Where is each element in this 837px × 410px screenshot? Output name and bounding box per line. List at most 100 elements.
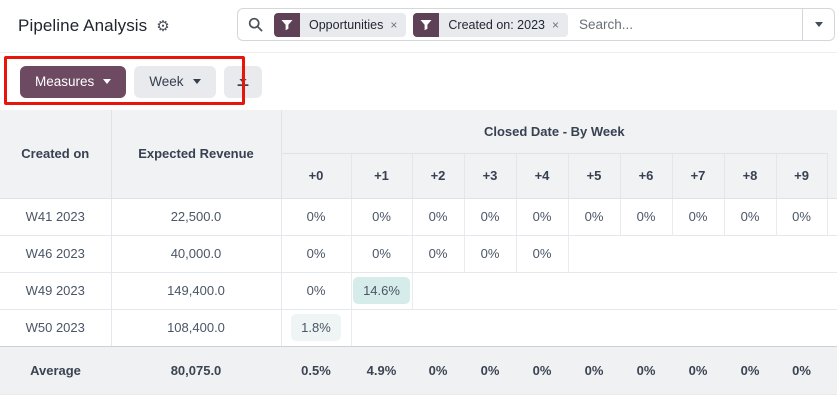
cohort-cell-empty — [672, 309, 724, 347]
cohort-cell-highlighted[interactable]: 14.6% — [351, 272, 413, 310]
row-label: W46 2023 — [0, 235, 112, 273]
offset-header: +3 — [464, 153, 517, 199]
table-row-w49-2023: W49 2023 149,400.0 0% 14.6% — [0, 272, 837, 310]
remove-facet-icon[interactable]: × — [551, 17, 559, 32]
cohort-cell[interactable]: 0% — [351, 198, 413, 236]
cohort-cell[interactable]: 0% — [412, 198, 465, 236]
offset-header: +4 — [516, 153, 569, 199]
average-label: Average — [0, 346, 111, 395]
cohort-cell-empty — [464, 309, 516, 347]
expected-revenue-cell: 22,500.0 — [111, 198, 282, 236]
cohort-cell[interactable]: 0% — [281, 235, 352, 273]
cohort-cell[interactable]: 0% — [281, 272, 352, 310]
table-row-w41-2023: W41 2023 22,500.0 0% 0% 0% 0% 0% 0% 0% 0… — [0, 198, 837, 236]
offset-header: +2 — [412, 153, 465, 199]
search-facet-opportunities[interactable]: Opportunities × — [274, 12, 407, 37]
cohort-cell-empty — [724, 272, 776, 310]
cohort-cell-empty — [620, 309, 672, 347]
expected-revenue-cell: 149,400.0 — [111, 272, 282, 310]
cohort-cell-empty — [776, 272, 828, 310]
table-row-w50-2023: W50 2023 108,400.0 1.8% — [0, 309, 837, 347]
cohort-cell-empty — [776, 235, 828, 273]
cohort-cell-empty — [672, 235, 724, 273]
average-cell: 0% — [412, 346, 464, 395]
control-panel-toolbar: Measures Week — [0, 53, 837, 110]
cohort-cell-empty — [724, 309, 776, 347]
cohort-cell-empty — [412, 309, 464, 347]
cohort-cell-empty — [620, 272, 672, 310]
row-spacer — [827, 309, 837, 347]
average-cell: 4.9% — [351, 346, 412, 395]
filter-icon — [274, 12, 300, 37]
row-spacer — [827, 235, 837, 273]
cohort-cell[interactable]: 0% — [776, 198, 828, 236]
cohort-cell-empty — [776, 309, 828, 347]
page-title: Pipeline Analysis — [18, 16, 148, 35]
search-icon — [248, 17, 263, 32]
column-group-header: Closed Date - By Week — [281, 110, 828, 154]
cohort-cell[interactable]: 0% — [568, 198, 621, 236]
chevron-down-icon — [192, 79, 201, 84]
header-spacer — [827, 110, 837, 199]
cohort-cell[interactable]: 0% — [620, 198, 673, 236]
average-cell: 0% — [516, 346, 568, 395]
search-input[interactable]: Search... — [579, 17, 634, 32]
offset-header: +7 — [672, 153, 725, 199]
average-cell: 0% — [672, 346, 724, 395]
cohort-cell[interactable]: 0% — [412, 235, 465, 273]
cohort-cell[interactable]: 0% — [351, 235, 413, 273]
search-bar[interactable]: Opportunities × Created on: 2023 × Searc… — [237, 8, 835, 41]
offset-header: +1 — [351, 153, 413, 199]
cohort-cell[interactable]: 0% — [464, 198, 517, 236]
search-options-toggle[interactable] — [802, 9, 834, 40]
average-cell: 0% — [724, 346, 776, 395]
download-icon — [236, 73, 250, 90]
download-button[interactable] — [223, 65, 262, 98]
cohort-cell[interactable]: 0% — [672, 198, 725, 236]
cohort-cell[interactable]: 0% — [464, 235, 517, 273]
cohort-cell[interactable]: 0% — [724, 198, 777, 236]
expected-revenue-cell: 108,400.0 — [111, 309, 282, 347]
offset-header: +5 — [568, 153, 621, 199]
cohort-cell-empty — [620, 235, 672, 273]
cohort-cell[interactable]: 0% — [516, 198, 569, 236]
cohort-cell-empty — [351, 309, 412, 347]
average-revenue: 80,075.0 — [111, 346, 281, 395]
measures-button[interactable]: Measures — [20, 65, 127, 98]
cohort-cell-empty — [568, 309, 620, 347]
average-cell: 0.5% — [281, 346, 351, 395]
cohort-cell-empty — [672, 272, 724, 310]
offset-header: +9 — [776, 153, 828, 199]
column-header-expected-revenue: Expected Revenue — [111, 110, 282, 199]
offset-header: +0 — [281, 153, 352, 199]
search-facet-created-on[interactable]: Created on: 2023 × — [413, 12, 568, 37]
row-spacer — [827, 272, 837, 310]
table-row-w46-2023: W46 2023 40,000.0 0% 0% 0% 0% 0% — [0, 235, 837, 273]
control-panel-top: Pipeline Analysis ⚙ Opportunities × — [0, 0, 837, 53]
row-label: W41 2023 — [0, 198, 112, 236]
cohort-cell-empty — [724, 235, 776, 273]
cohort-cell-empty — [568, 272, 620, 310]
cohort-cell[interactable]: 0% — [281, 198, 352, 236]
cohort-cell[interactable]: 0% — [516, 235, 569, 273]
cohort-cell-empty — [516, 272, 568, 310]
offset-header: +6 — [620, 153, 673, 199]
column-header-created-on: Created on — [0, 110, 112, 199]
row-spacer — [827, 198, 837, 236]
average-cell: 0% — [620, 346, 672, 395]
average-cell: 0% — [464, 346, 516, 395]
average-cell: 0% — [776, 346, 828, 395]
offset-header: +8 — [724, 153, 777, 199]
row-label: W50 2023 — [0, 309, 112, 347]
cohort-cell-highlighted[interactable]: 1.8% — [281, 309, 352, 347]
filter-icon — [413, 12, 440, 37]
row-spacer — [827, 346, 837, 395]
remove-facet-icon[interactable]: × — [390, 17, 398, 32]
facet-label: Opportunities — [309, 17, 384, 32]
average-row: Average 80,075.0 0.5% 4.9% 0% 0% 0% 0% 0… — [0, 346, 837, 395]
gear-icon[interactable]: ⚙ — [156, 17, 170, 35]
chevron-down-icon — [814, 22, 823, 27]
cohort-cell-empty — [516, 309, 568, 347]
interval-button[interactable]: Week — [134, 65, 216, 98]
